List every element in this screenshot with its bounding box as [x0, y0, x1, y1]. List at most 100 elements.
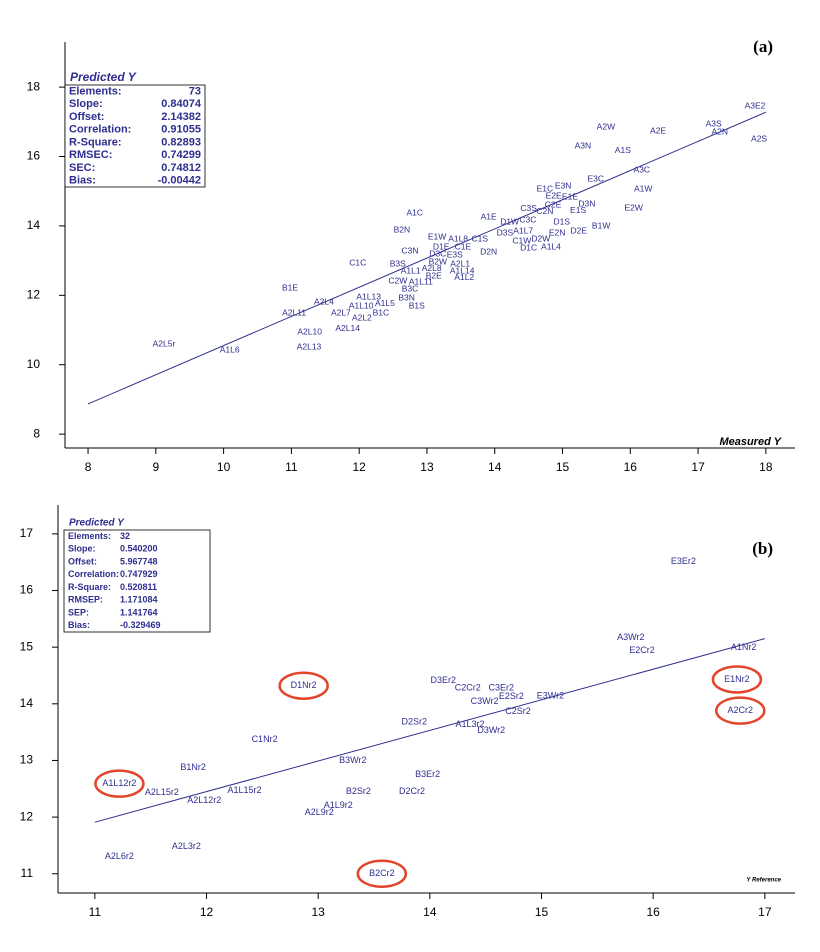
point-label: E2Cr2 — [629, 645, 655, 655]
point-label: D3S — [497, 227, 514, 237]
x-tick-label: 15 — [535, 905, 549, 919]
point-label: A2L10 — [297, 326, 322, 336]
y-tick-label: 18 — [27, 79, 41, 93]
point-label: A1L14 — [450, 265, 475, 275]
stat-label: Elements: — [68, 531, 111, 541]
y-axis-title: Predicted Y — [69, 518, 125, 529]
point-label: B1E — [282, 282, 298, 292]
fit-line — [94, 638, 765, 823]
stat-label: SEP: — [68, 607, 89, 617]
x-tick-label: 10 — [217, 460, 231, 474]
point-label: A2L13 — [297, 341, 322, 351]
stat-label: Correlation: — [68, 569, 119, 579]
point-label: A3E2 — [745, 100, 766, 110]
stat-value: 5.967748 — [120, 556, 158, 566]
y-tick-label: 17 — [20, 526, 34, 540]
point-label: C2W — [388, 275, 407, 285]
point-label: A3Wr2 — [617, 632, 644, 642]
x-tick-label: 18 — [759, 460, 773, 474]
stat-label: RMSEC: — [69, 149, 112, 161]
point-label: A2S — [751, 133, 767, 143]
stat-label: Bias: — [69, 175, 96, 187]
point-label: C1Nr2 — [252, 734, 278, 744]
point-label: C2Sr2 — [505, 706, 531, 716]
point-label: D2W — [531, 233, 550, 243]
point-label: C1E — [455, 241, 472, 251]
x-tick-label: 11 — [285, 460, 298, 474]
x-tick-label: 16 — [647, 905, 661, 919]
point-label: A1L4 — [541, 241, 561, 251]
x-tick-label: 14 — [423, 905, 437, 919]
y-tick-label: 16 — [20, 583, 34, 597]
point-label: B3N — [398, 292, 415, 302]
point-label: A2L7 — [331, 307, 351, 317]
highlight-circle — [94, 769, 145, 798]
stat-value: 0.74812 — [161, 162, 201, 174]
stat-label: Correlation: — [69, 124, 131, 136]
stat-label: R-Square: — [69, 136, 122, 148]
stat-value: 2.14382 — [161, 111, 201, 123]
point-label: E3Er2 — [671, 556, 696, 566]
point-label: B2Sr2 — [346, 786, 371, 796]
point-label: A1C — [406, 207, 423, 217]
point-label: E3N — [555, 180, 572, 190]
point-label: D3Er2 — [430, 675, 456, 685]
point-label: A1L15r2 — [227, 785, 261, 795]
stat-value: 0.91055 — [161, 124, 201, 136]
point-label: E1C — [537, 183, 554, 193]
stat-value: 0.74299 — [161, 149, 201, 161]
point-label: A2L12r2 — [187, 795, 221, 805]
stats-box — [64, 84, 206, 188]
point-label: C2N — [536, 206, 553, 216]
point-label: A2L5r — [153, 338, 176, 348]
point-label: D1E — [433, 241, 450, 251]
point-label: B2N — [394, 224, 411, 234]
panel-label: (b) — [752, 539, 773, 558]
point-label: D2N — [480, 247, 497, 257]
y-tick-label: 8 — [33, 426, 40, 440]
stat-value: 73 — [189, 85, 201, 97]
point-label: B3Wr2 — [339, 755, 366, 765]
x-tick-label: 8 — [85, 460, 92, 474]
point-label: A2E — [650, 125, 666, 135]
point-label: B1C — [373, 307, 390, 317]
point-label: B3S — [390, 258, 406, 268]
point-label: B1W — [592, 221, 610, 231]
point-label: D3Wr2 — [477, 725, 505, 735]
highlight-circle — [715, 696, 766, 725]
point-label: A2W — [597, 121, 615, 131]
point-label: C1W — [512, 235, 531, 245]
point-label: A2L9r2 — [305, 807, 334, 817]
point-label: A1L2 — [454, 272, 474, 282]
point-label: E1E — [562, 191, 578, 201]
point-label: E1W — [428, 231, 446, 241]
point-label: B1S — [409, 300, 425, 310]
stat-value: 0.82893 — [161, 136, 201, 148]
point-label: C3Er2 — [489, 682, 515, 692]
point-label: D1Nr2 — [291, 680, 317, 690]
stat-label: Elements: — [69, 85, 122, 97]
point-label: D2Cr2 — [399, 786, 425, 796]
point-label: A2L3r2 — [172, 841, 201, 851]
y-tick-label: 13 — [20, 753, 34, 767]
point-label: A1L10 — [349, 300, 374, 310]
highlight-circle — [356, 859, 408, 888]
point-label: B3Er2 — [415, 769, 440, 779]
point-label: A1L7 — [513, 225, 533, 235]
point-label: A1L3r2 — [456, 719, 485, 729]
y-tick-label: 11 — [21, 866, 34, 880]
stat-label: SEC: — [69, 162, 95, 174]
stat-value: 0.84074 — [161, 98, 202, 110]
point-label: A2Cr2 — [728, 705, 754, 715]
point-label: D3N — [578, 198, 595, 208]
point-label: E2Sr2 — [499, 691, 524, 701]
point-label: A1E — [481, 211, 497, 221]
point-label: A1L13 — [356, 291, 381, 301]
y-axis-title: Predicted Y — [70, 70, 137, 84]
x-tick-label: 14 — [488, 460, 502, 474]
stat-value: -0.329469 — [120, 620, 161, 630]
point-label: A1L11 — [409, 276, 433, 286]
stat-value: 32 — [120, 531, 130, 541]
point-label: A1L9r2 — [324, 800, 353, 810]
